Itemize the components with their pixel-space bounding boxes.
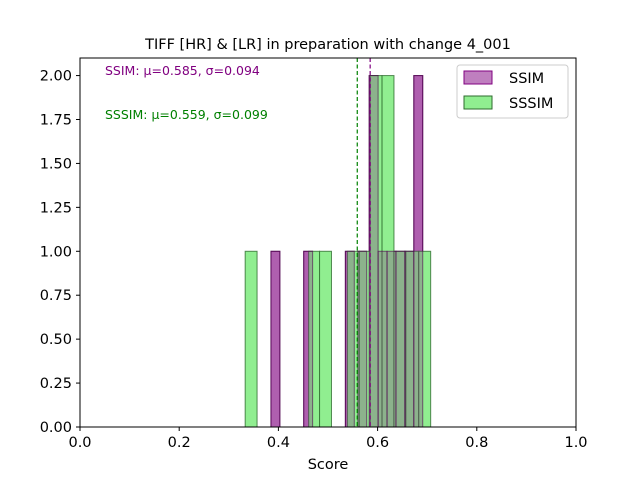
y-tick-label: 0.50: [40, 332, 72, 348]
x-tick-label: 0.2: [168, 435, 191, 451]
y-tick-label: 0.75: [40, 288, 72, 304]
legend-swatch-sssim: [463, 95, 493, 110]
x-axis-label: Score: [308, 457, 349, 473]
ssim-bar-overlay-0: [270, 250, 281, 428]
legend-label-ssim: SSIM: [509, 71, 544, 87]
ssim-stats-annotation: SSIM: μ=0.585, σ=0.094: [105, 63, 260, 78]
ssim-bar-overlay-2: [344, 250, 355, 428]
x-axis: 0.0 0.2 0.4 0.6 0.8 1.0: [68, 427, 588, 451]
y-axis: 0.00 0.25 0.50 0.75 1.00 1.25 1.50 1.75 2.00: [40, 69, 80, 436]
ssim-bar-overlay-5: [377, 250, 388, 428]
x-tick-label: 0.6: [366, 435, 389, 451]
mean-lines-layer: [356, 58, 371, 427]
sssim-bar-0: [244, 250, 258, 428]
legend-swatch-ssim: [463, 70, 493, 85]
y-tick-label: 0.25: [40, 376, 72, 392]
ssim-bar-overlay-9: [413, 75, 424, 428]
y-tick-label: 1.75: [40, 113, 72, 129]
x-tick-label: 1.0: [564, 435, 587, 451]
chart-title: TIFF [HR] & [LR] in preparation with cha…: [144, 37, 511, 53]
sssim-bar-2: [319, 250, 332, 428]
x-tick-label: 0.4: [267, 435, 290, 451]
legend: SSIM SSSIM: [456, 64, 569, 119]
ssim-bar-overlay-7: [395, 250, 406, 428]
y-tick-label: 1.00: [40, 244, 72, 260]
sssim-stats-annotation: SSSIM: μ=0.559, σ=0.099: [105, 107, 268, 122]
x-tick-label: 0.8: [465, 435, 488, 451]
plot-frame: [79, 57, 577, 428]
ssim-bar-overlay-3: [357, 250, 368, 428]
ssim-bar-overlay-8: [404, 250, 415, 428]
ssim-bar-overlay-6: [386, 250, 397, 428]
ssim-bar-overlay-4: [368, 75, 379, 428]
y-tick-label: 2.00: [40, 69, 72, 85]
y-tick-label: 0.00: [40, 420, 72, 436]
y-tick-label: 1.25: [40, 200, 72, 216]
x-tick-label: 0.0: [68, 435, 91, 451]
y-tick-label: 1.50: [40, 156, 72, 172]
ssim-bar-overlay-1: [303, 250, 314, 428]
legend-label-sssim: SSSIM: [509, 96, 553, 112]
